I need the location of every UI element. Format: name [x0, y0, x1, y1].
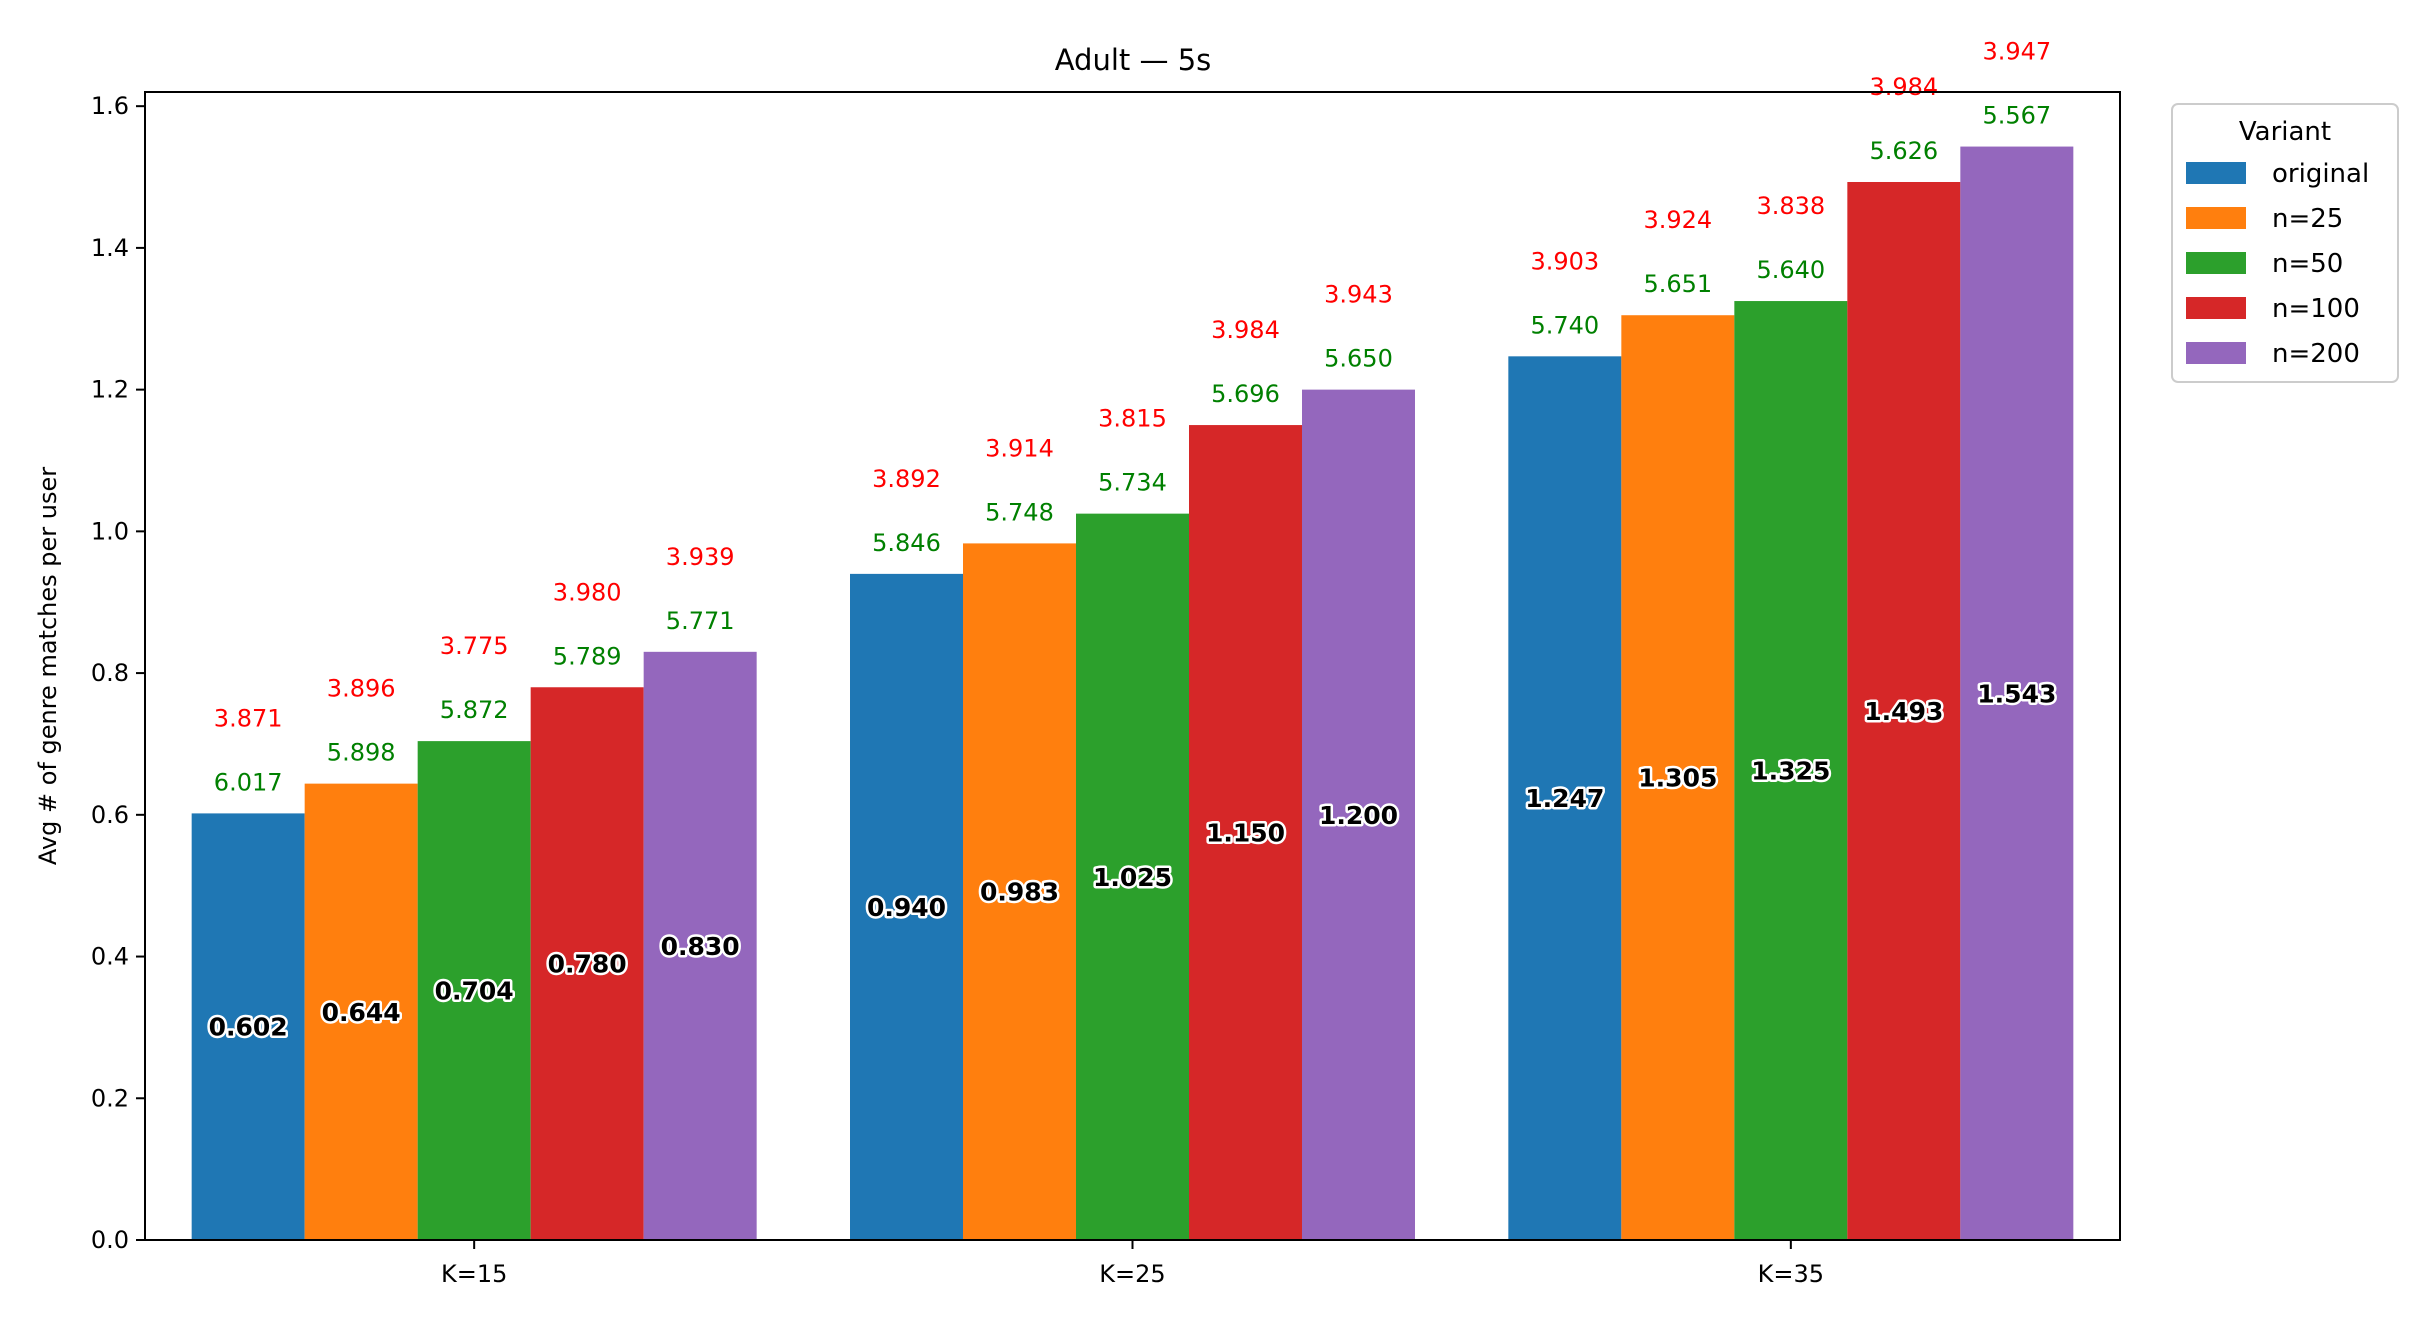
y-tick-label: 1.0	[91, 517, 129, 545]
bar-red-label: 3.984	[1869, 73, 1938, 101]
bar	[1847, 181, 1961, 1240]
bar-red-label: 3.775	[440, 632, 509, 660]
y-tick-label: 0.4	[91, 943, 129, 971]
bar	[191, 813, 305, 1240]
legend-swatch	[2186, 252, 2246, 274]
legend-swatch	[2186, 162, 2246, 184]
legend-label: n=100	[2272, 294, 2360, 324]
bar-red-label: 3.903	[1530, 247, 1599, 275]
chart-title: Adult — 5s	[1055, 43, 1212, 77]
bar-green-label: 5.872	[440, 696, 509, 724]
y-axis-label: Avg # of genre matches per user	[34, 467, 62, 865]
y-tick-label: 0.6	[91, 801, 129, 829]
bar-green-label: 5.626	[1869, 137, 1938, 165]
bar-green-label: 6.017	[214, 768, 283, 796]
bar-green-label: 5.734	[1098, 469, 1167, 497]
legend-swatch	[2186, 207, 2246, 229]
legend-label: n=50	[2272, 249, 2343, 279]
x-tick-label: K=25	[1099, 1260, 1165, 1288]
bar-green-label: 5.740	[1530, 311, 1599, 339]
bar-green-label: 5.651	[1643, 270, 1712, 298]
bar-red-label: 3.924	[1643, 206, 1712, 234]
y-tick-label: 1.6	[91, 92, 129, 120]
bar-value-label: 0.644	[322, 998, 401, 1027]
bar	[1076, 513, 1189, 1240]
bar-red-label: 3.947	[1982, 38, 2051, 66]
bar-green-label: 5.567	[1982, 102, 2051, 130]
bar-value-label: 0.830	[661, 932, 740, 961]
labels-layer: 0.602 6.017 3.871 0.644 5.898 3.896 0.704 5.872…	[206, 38, 2059, 1045]
bar	[530, 687, 644, 1240]
bar-red-label: 3.815	[1098, 405, 1167, 433]
y-tick-label: 0.8	[91, 659, 129, 687]
y-tick-label: 1.2	[91, 376, 129, 404]
legend-label: n=25	[2272, 204, 2343, 234]
y-tick-label: 1.4	[91, 234, 129, 262]
bar	[1508, 356, 1622, 1240]
bar	[1621, 315, 1735, 1240]
bar-red-label: 3.939	[666, 543, 735, 571]
legend: Variant original n=25 n=50 n=100 n=200	[2171, 103, 2399, 383]
legend-label: original	[2272, 159, 2369, 189]
bar-value-label: 1.247	[1525, 784, 1604, 813]
bar-value-label: 1.543	[1977, 679, 2056, 708]
bar	[643, 651, 757, 1240]
bar	[963, 543, 1076, 1240]
bar	[304, 783, 418, 1240]
bar-green-label: 5.640	[1756, 256, 1825, 284]
bar-value-label: 1.493	[1864, 697, 1943, 726]
x-tick-label: K=15	[441, 1260, 507, 1288]
bar-red-label: 3.914	[985, 434, 1054, 462]
bar-green-label: 5.846	[872, 529, 941, 557]
bar-value-label: 0.780	[548, 950, 627, 979]
bar-green-label: 5.748	[985, 498, 1054, 526]
bar-value-label: 1.325	[1751, 757, 1830, 786]
bar	[1734, 301, 1848, 1240]
bar	[850, 573, 963, 1240]
x-tick-label: K=35	[1758, 1260, 1824, 1288]
legend-label: n=200	[2272, 339, 2360, 369]
bars-layer	[191, 146, 2074, 1240]
bar-value-label: 1.305	[1638, 764, 1717, 793]
bar-red-label: 3.896	[327, 675, 396, 703]
bar-red-label: 3.943	[1324, 281, 1393, 309]
bar-green-label: 5.898	[327, 739, 396, 767]
bar-red-label: 3.980	[553, 578, 622, 606]
bar-value-label: 1.200	[1319, 801, 1398, 830]
legend-title: Variant	[2239, 117, 2331, 147]
bar-green-label: 5.771	[666, 607, 735, 635]
bar	[417, 741, 531, 1240]
bar-red-label: 3.984	[1211, 316, 1280, 344]
legend-swatch	[2186, 342, 2246, 364]
bar-red-label: 3.871	[214, 704, 283, 732]
bar-value-label: 0.704	[435, 977, 514, 1006]
y-tick-label: 0.0	[91, 1226, 129, 1254]
bar-value-label: 1.150	[1206, 819, 1285, 848]
bar-value-label: 0.602	[209, 1013, 288, 1042]
bar-green-label: 5.696	[1211, 380, 1280, 408]
bar-value-label: 0.983	[980, 878, 1059, 907]
bar-red-label: 3.838	[1756, 192, 1825, 220]
axes-layer: 0.0 0.2 0.4 0.6 0.8 1.0 1.2 1.4 1.6 K=15 K=25 K=35	[91, 92, 1824, 1288]
bar-green-label: 5.789	[553, 642, 622, 670]
y-tick-label: 0.2	[91, 1084, 129, 1112]
bar-value-label: 0.940	[867, 893, 946, 922]
bar	[1302, 389, 1415, 1240]
bar-green-label: 5.650	[1324, 345, 1393, 373]
bar-red-label: 3.892	[872, 465, 941, 493]
bar	[1189, 425, 1302, 1240]
legend-swatch	[2186, 297, 2246, 319]
bar	[1960, 146, 2074, 1240]
bar-value-label: 1.025	[1093, 863, 1172, 892]
